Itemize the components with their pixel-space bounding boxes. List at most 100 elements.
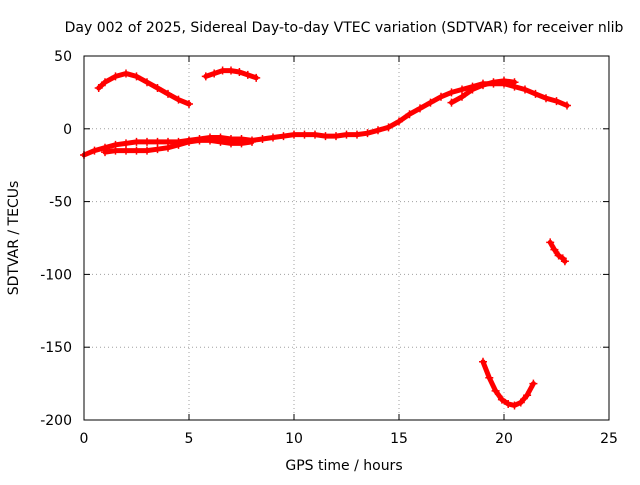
data-point [468, 85, 477, 94]
data-point [550, 245, 559, 254]
series-trace [81, 81, 570, 158]
data-point [94, 84, 103, 93]
data-point [174, 140, 183, 149]
series-arc-3 [94, 69, 193, 109]
data-point [153, 84, 162, 93]
data-point [210, 69, 219, 78]
data-point [531, 89, 540, 98]
data-point [500, 76, 508, 85]
data-point [269, 133, 277, 142]
data-point [311, 130, 319, 139]
data-point [437, 92, 445, 101]
data-layer [80, 66, 571, 410]
data-point [143, 137, 151, 146]
grid [84, 56, 609, 420]
data-point [516, 398, 525, 407]
data-point [458, 92, 466, 101]
data-point [497, 395, 506, 404]
data-point [218, 66, 227, 75]
data-point [252, 73, 261, 82]
y-tick-label: -100 [40, 267, 72, 283]
data-point [132, 72, 141, 81]
y-axis-label: SDTVAR / TECUs [6, 181, 22, 296]
data-point [560, 257, 569, 266]
data-point [279, 132, 288, 141]
data-point [185, 137, 193, 146]
data-point [447, 88, 456, 97]
data-point [206, 136, 214, 145]
x-tick-label: 20 [495, 431, 513, 447]
data-point [529, 379, 538, 388]
data-point [521, 85, 529, 94]
data-point [258, 134, 267, 143]
data-point [111, 146, 120, 155]
data-point [416, 104, 424, 113]
y-tick-label: -200 [40, 413, 72, 429]
x-tick-label: 0 [80, 431, 89, 447]
x-tick-label: 10 [285, 431, 303, 447]
data-point [363, 129, 372, 138]
data-point [447, 98, 456, 107]
data-point [227, 66, 235, 75]
data-point [491, 386, 500, 395]
data-point [132, 137, 141, 146]
data-point [332, 132, 340, 141]
data-point [426, 98, 435, 107]
data-point [510, 78, 519, 87]
data-point [227, 139, 235, 148]
data-point [552, 97, 561, 106]
chart-title: Day 002 of 2025, Sidereal Day-to-day VTE… [65, 20, 624, 36]
data-point [479, 357, 487, 366]
data-point [122, 146, 130, 155]
series-arc-2 [101, 136, 256, 157]
series-arc-1 [80, 79, 571, 160]
series-arc-4 [201, 66, 261, 82]
data-point [374, 126, 382, 135]
data-point [174, 95, 183, 104]
data-point [458, 85, 466, 94]
data-point [290, 130, 298, 139]
series-arc-6 [479, 357, 538, 410]
data-point [237, 139, 246, 148]
data-point [122, 139, 130, 148]
data-point [523, 391, 532, 400]
data-point [485, 373, 494, 382]
data-point [546, 238, 555, 247]
data-point [479, 81, 487, 90]
data-point [405, 110, 414, 119]
data-point [235, 68, 244, 77]
series-trace [96, 71, 192, 107]
data-point [384, 123, 393, 132]
data-point [195, 136, 204, 145]
data-point [132, 146, 141, 155]
data-point [342, 130, 351, 139]
data-point [101, 78, 109, 87]
data-point [554, 251, 563, 260]
y-tick-label: 50 [54, 49, 72, 65]
data-point [143, 146, 151, 155]
data-point [300, 130, 309, 139]
plot-frame [83, 55, 610, 421]
data-point [111, 72, 120, 81]
data-point [542, 94, 550, 103]
x-tick-label: 25 [600, 431, 618, 447]
ticks: 0 5 10 15 20 25 50 0 -50 -100 -150 -200 [40, 49, 618, 447]
data-point [201, 72, 210, 81]
data-point [90, 146, 99, 155]
data-point [153, 145, 162, 154]
data-point [164, 89, 172, 98]
x-axis-label: GPS time / hours [285, 458, 402, 474]
data-point [216, 137, 225, 146]
series-trace [480, 359, 536, 408]
data-point [122, 69, 130, 78]
data-point [489, 78, 498, 87]
data-point [321, 132, 330, 141]
data-point [353, 130, 361, 139]
series-arc-5 [447, 76, 519, 107]
data-point [243, 70, 252, 79]
data-point [143, 78, 151, 87]
series-arc-7 [546, 238, 569, 266]
y-tick-label: -150 [40, 340, 72, 356]
